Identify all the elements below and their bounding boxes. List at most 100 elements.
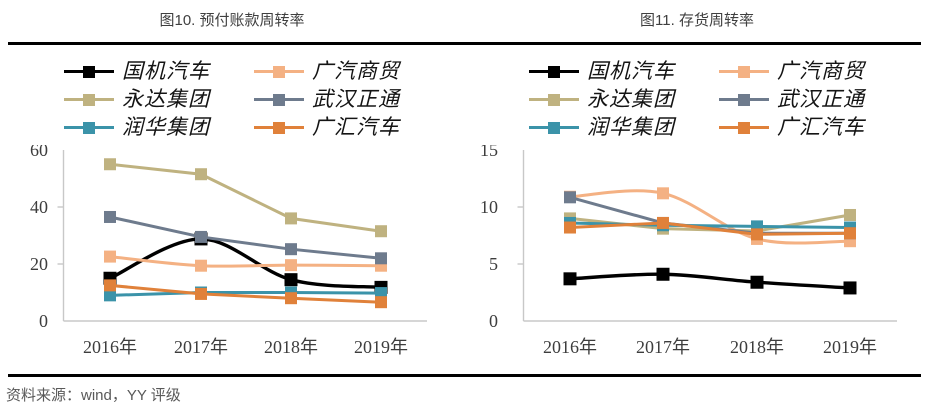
source-note: 资料来源：wind，YY 评级 — [6, 387, 181, 404]
series-marker — [843, 281, 857, 295]
y-tick-label: 40 — [30, 197, 48, 217]
y-tick-label: 5 — [489, 254, 498, 274]
legend-label: 永达集团 — [122, 87, 210, 111]
legend-item: 武汉正通 — [254, 88, 400, 111]
series-marker — [564, 191, 576, 204]
top-divider — [8, 42, 921, 45]
series-line — [569, 272, 851, 290]
series-marker — [751, 228, 763, 241]
legend-item: 永达集团 — [529, 88, 675, 111]
legend-line-marker-icon — [254, 93, 304, 107]
legend-line-marker-icon — [529, 121, 579, 135]
legend-label: 广汇汽车 — [312, 115, 400, 139]
series-marker — [563, 272, 577, 286]
legend-line-marker-icon — [254, 121, 304, 135]
legend-item: 广汇汽车 — [719, 116, 865, 139]
series-marker — [195, 168, 207, 181]
legend-label: 润华集团 — [122, 115, 210, 139]
y-tick-label: 15 — [480, 145, 498, 160]
series-marker — [564, 221, 576, 234]
legend-label: 武汉正通 — [312, 87, 400, 111]
series-marker — [285, 259, 297, 272]
series-marker — [195, 287, 207, 300]
chart-title-figure-11: 图11. 存货周转率 — [640, 12, 754, 29]
series-marker — [375, 287, 387, 300]
legend-line-marker-icon — [64, 65, 114, 79]
x-tick-label: 2017年 — [636, 337, 690, 357]
series-marker — [375, 296, 387, 309]
x-tick-label: 2017年 — [174, 337, 228, 357]
series-marker — [104, 158, 116, 171]
series-marker — [104, 289, 116, 302]
series-marker — [284, 273, 298, 287]
legend-item: 武汉正通 — [719, 88, 865, 111]
legend-item: 国机汽车 — [64, 60, 210, 83]
legend-label: 广汽商贸 — [777, 59, 865, 83]
legend-item: 润华集团 — [64, 116, 210, 139]
series-line — [109, 162, 382, 233]
series-marker — [750, 275, 764, 289]
series-marker — [375, 252, 387, 265]
legend-line-marker-icon — [529, 93, 579, 107]
bottom-divider — [8, 374, 921, 377]
series-line — [109, 291, 382, 297]
legend-item: 永达集团 — [64, 88, 210, 111]
chart-inventory-turnover: 国机汽车 广汽商贸永达集团 武汉正通润华集团 广汇汽车 0 5 10 15 2016年 2017… — [465, 52, 929, 372]
legend-label: 广汽商贸 — [312, 59, 400, 83]
y-tick-label: 60 — [30, 145, 48, 160]
series-marker — [844, 208, 856, 221]
x-tick-label: 2018年 — [730, 337, 784, 357]
series-marker — [285, 212, 297, 225]
legend-line-marker-icon — [719, 65, 769, 79]
legend-label: 广汇汽车 — [777, 115, 865, 139]
legend-label: 永达集团 — [587, 87, 675, 111]
x-tick-label: 2016年 — [83, 337, 137, 357]
y-tick-label: 20 — [30, 254, 48, 274]
legend-item: 广汽商贸 — [719, 60, 865, 83]
legend-line-marker-icon — [254, 65, 304, 79]
chart-prepaid-turnover: 国机汽车 广汽商贸永达集团 武汉正通润华集团 广汇汽车 0 20 40 60 2016年 201… — [0, 52, 464, 372]
legend-label: 武汉正通 — [777, 87, 865, 111]
legend-label: 润华集团 — [587, 115, 675, 139]
legend-line-marker-icon — [719, 93, 769, 107]
series-marker — [656, 267, 670, 281]
series-marker — [195, 259, 207, 272]
legend: 国机汽车 广汽商贸永达集团 武汉正通润华集团 广汇汽车 — [529, 60, 865, 139]
legend-line-marker-icon — [64, 121, 114, 135]
x-tick-label: 2016年 — [543, 337, 597, 357]
legend-item: 广汇汽车 — [254, 116, 400, 139]
legend-item: 国机汽车 — [529, 60, 675, 83]
series-marker — [285, 243, 297, 256]
y-tick-label: 10 — [480, 197, 498, 217]
x-tick-label: 2019年 — [354, 337, 408, 357]
x-tick-label: 2018年 — [264, 337, 318, 357]
series-line — [109, 283, 382, 304]
legend: 国机汽车 广汽商贸永达集团 武汉正通润华集团 广汇汽车 — [64, 60, 400, 139]
series-marker — [657, 187, 669, 200]
series-marker — [104, 279, 116, 292]
y-tick-label: 0 — [489, 311, 498, 331]
x-tick-label: 2019年 — [823, 337, 877, 357]
legend-line-marker-icon — [719, 121, 769, 135]
legend-line-marker-icon — [529, 65, 579, 79]
series-marker — [375, 225, 387, 238]
legend-item: 广汽商贸 — [254, 60, 400, 83]
series-marker — [195, 230, 207, 243]
legend-item: 润华集团 — [529, 116, 675, 139]
series-marker — [657, 216, 669, 229]
legend-line-marker-icon — [64, 93, 114, 107]
series-marker — [285, 292, 297, 305]
series-line — [569, 221, 851, 236]
series-line — [569, 189, 851, 245]
y-tick-label: 0 — [39, 311, 48, 331]
series-line — [109, 237, 382, 290]
series-marker — [104, 210, 116, 223]
series-line — [109, 215, 382, 260]
legend-label: 国机汽车 — [587, 59, 675, 83]
plot-area: 0 5 10 15 2016年 2017年 2018年 2019年 — [480, 145, 897, 357]
plot-area: 0 20 40 60 2016年 2017年 2018年 2019年 — [30, 145, 427, 357]
series-marker — [104, 250, 116, 263]
legend-label: 国机汽车 — [122, 59, 210, 83]
series-marker — [844, 227, 856, 240]
